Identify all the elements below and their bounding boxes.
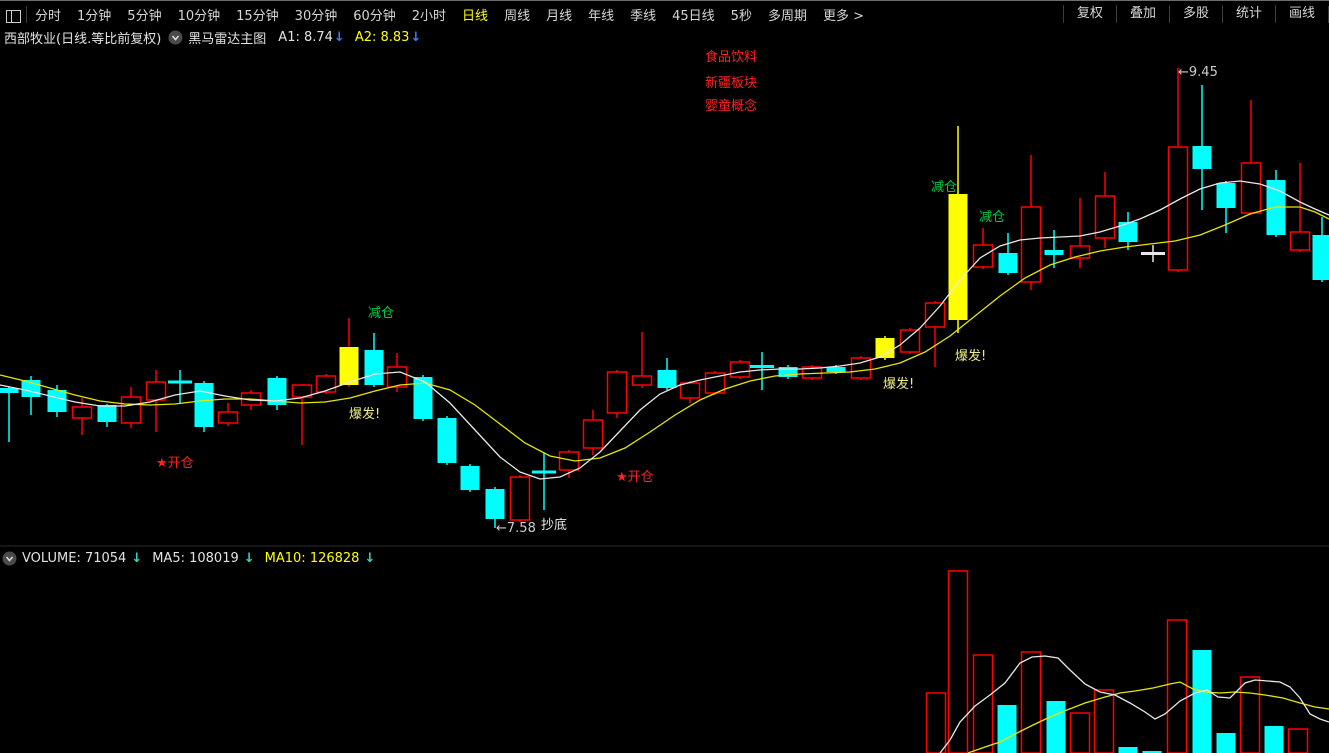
- chart-annotation: ★开仓: [616, 470, 654, 485]
- period-tab[interactable]: 15分钟: [236, 8, 279, 24]
- period-tab[interactable]: 1分钟: [77, 8, 112, 24]
- volume-header: VOLUME: 71054 ↓ MA5: 108019 ↓ MA10: 1268…: [2, 551, 375, 566]
- period-tab[interactable]: 45日线: [672, 8, 715, 24]
- split-window-icon[interactable]: [6, 8, 21, 23]
- toolbar-button-draw-line[interactable]: 画线: [1274, 5, 1328, 23]
- toolbar-divider: [26, 5, 27, 23]
- toolbar-button-restoration[interactable]: 复权: [1062, 5, 1116, 23]
- chart-annotation: 抄底: [541, 518, 568, 533]
- toolbar-right-group: 复权 叠加 多股 统计 画线: [1062, 1, 1329, 27]
- period-tab[interactable]: 10分钟: [177, 8, 221, 24]
- toolbar-button-overlay[interactable]: 叠加: [1115, 5, 1169, 23]
- volume-value: VOLUME: 71054: [22, 551, 127, 566]
- down-arrow-icon: ↓: [131, 551, 143, 566]
- down-arrow-icon: ↓: [243, 551, 255, 566]
- chart-annotation: 爆发!: [955, 349, 987, 364]
- down-arrow-icon: ↓: [333, 29, 345, 45]
- chevron-down-icon[interactable]: [2, 551, 17, 566]
- toolbar-button-statistics[interactable]: 统计: [1221, 5, 1275, 23]
- period-tab[interactable]: 60分钟: [353, 8, 396, 24]
- chart-annotation: ←9.45: [1178, 65, 1218, 80]
- candles-group: [0, 68, 1329, 528]
- chart-annotation: 减仓: [931, 180, 958, 195]
- period-tab[interactable]: 5分钟: [127, 8, 162, 24]
- period-tab[interactable]: 30分钟: [294, 8, 338, 24]
- indicator-value-a2: A2: 8.83: [354, 29, 410, 45]
- volume-bars-group: [925, 570, 1309, 753]
- chart-annotation: 食品饮料: [705, 50, 758, 65]
- toolbar-button-multi-stock[interactable]: 多股: [1168, 5, 1222, 23]
- chart-annotation: ★开仓: [156, 456, 194, 471]
- volume-ma-lines-group: [939, 655, 1329, 753]
- stock-title: 西部牧业(日线.等比前复权): [4, 31, 162, 47]
- chart-annotation: 新疆板块: [705, 76, 758, 91]
- chart-title-bar: 西部牧业(日线.等比前复权) 黑马雷达主图 A1: 8.74 ↓ A2: 8.8…: [0, 27, 421, 47]
- chart-annotation: ←7.58: [496, 521, 536, 536]
- indicator-value-a1: A1: 8.74: [278, 29, 333, 45]
- period-tab[interactable]: 2小时: [411, 8, 447, 24]
- period-tab[interactable]: 周线: [504, 8, 531, 24]
- down-arrow-icon: ↓: [410, 29, 422, 45]
- period-tab-active[interactable]: 日线: [462, 8, 489, 24]
- period-tab[interactable]: 月线: [546, 8, 573, 24]
- volume-ma5-value: MA5: 108019: [152, 551, 239, 566]
- period-tab[interactable]: 年线: [588, 8, 615, 24]
- indicator-name[interactable]: 黑马雷达主图: [188, 31, 267, 47]
- volume-ma10-value: MA10: 126828: [264, 551, 360, 566]
- candlestick-canvas[interactable]: [0, 48, 1329, 753]
- chevron-down-icon[interactable]: [168, 30, 183, 45]
- chart-annotation: 爆发!: [883, 377, 915, 392]
- period-tab-more[interactable]: 更多 >: [822, 8, 864, 24]
- down-arrow-icon: ↓: [364, 551, 376, 566]
- chart-annotation: 减仓: [368, 306, 395, 321]
- period-tab[interactable]: 5秒: [730, 8, 752, 24]
- chart-annotation: 婴童概念: [705, 99, 758, 114]
- chart-annotation: 减仓: [979, 210, 1006, 225]
- period-tab[interactable]: 季线: [630, 8, 657, 24]
- chart-annotation: 爆发!: [349, 407, 381, 422]
- period-toolbar: 分时 1分钟 5分钟 10分钟 15分钟 30分钟 60分钟 2小时 日线 周线…: [0, 0, 1329, 27]
- period-tab[interactable]: 多周期: [767, 8, 807, 24]
- period-tab[interactable]: 分时: [35, 8, 62, 24]
- ma-lines-group: [0, 180, 1329, 480]
